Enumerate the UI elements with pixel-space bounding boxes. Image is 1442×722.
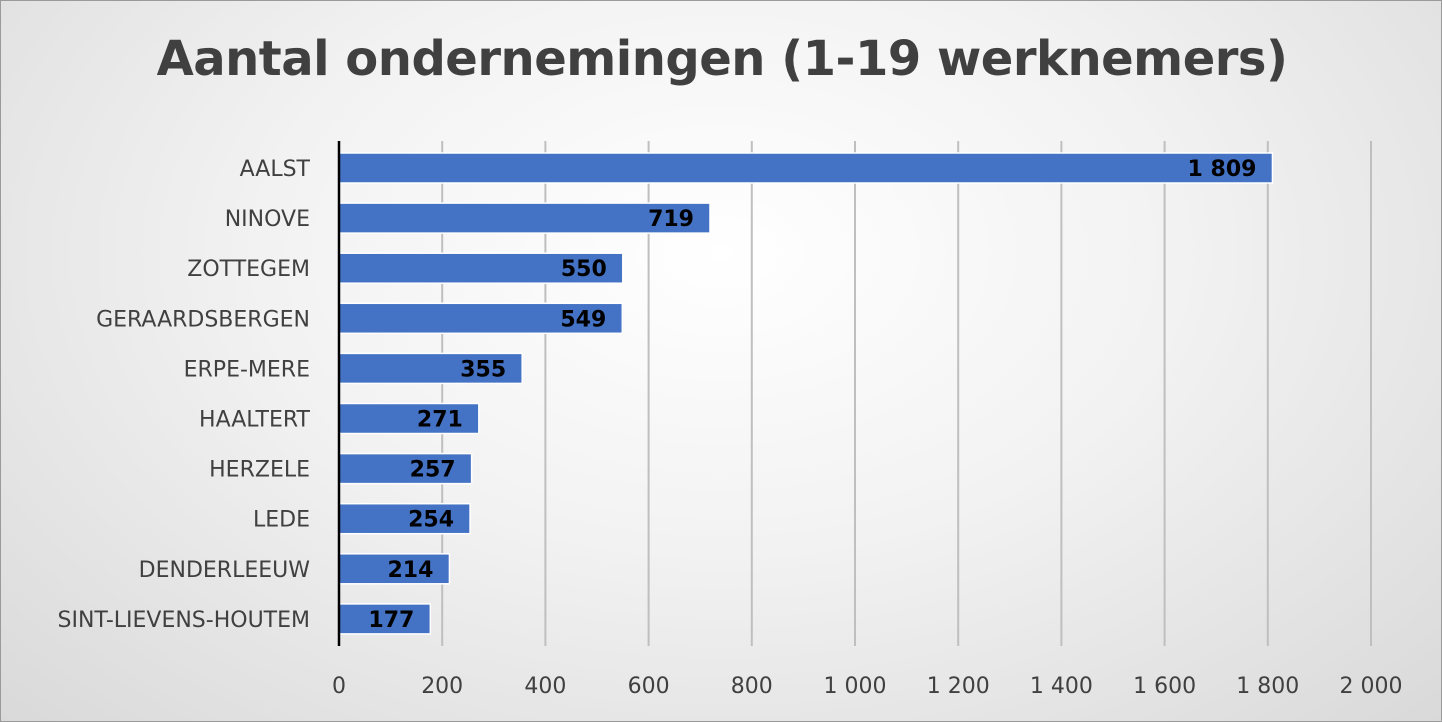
bar [338, 553, 451, 585]
x-tick-label: 2 000 [1340, 674, 1403, 699]
data-label: 214 [387, 558, 433, 583]
category-label: SINT-LIEVENS-HOUTEM [57, 608, 310, 633]
category-label: DENDERLEEUW [139, 558, 311, 583]
data-label: 257 [410, 458, 456, 483]
bar [338, 352, 523, 385]
data-label: 271 [417, 408, 463, 433]
bar [338, 252, 624, 284]
data-label: 355 [460, 357, 506, 382]
data-label: 254 [408, 508, 454, 533]
category-label: ERPE-MERE [184, 357, 310, 382]
category-label: ZOTTEGEM [187, 257, 310, 282]
category-label: HERZELE [209, 458, 310, 483]
x-tick-label: 800 [731, 674, 773, 699]
x-tick-label: 1 600 [1133, 674, 1196, 699]
data-label: 550 [561, 257, 607, 282]
category-label: LEDE [253, 508, 310, 533]
x-tick-label: 600 [628, 674, 670, 699]
bar [338, 202, 711, 234]
bar [338, 152, 1274, 184]
data-label: 177 [368, 608, 414, 633]
category-label: GERAARDSBERGEN [96, 307, 310, 332]
x-tick-label: 1 000 [824, 674, 887, 699]
chart-title: Aantal ondernemingen (1-19 werknemers) [156, 31, 1288, 87]
data-label: 549 [560, 307, 606, 332]
x-tick-label: 1 200 [927, 674, 990, 699]
x-tick-label: 1 800 [1236, 674, 1299, 699]
x-tick-label: 1 400 [1030, 674, 1093, 699]
category-label: AALST [240, 157, 311, 182]
data-label: 1 809 [1188, 157, 1257, 182]
x-tick-label: 400 [524, 674, 566, 699]
bar [338, 603, 432, 635]
x-tick-label: 200 [421, 674, 463, 699]
x-tick-label: 0 [332, 674, 346, 699]
data-label: 719 [648, 207, 694, 232]
category-label: HAALTERT [199, 408, 311, 433]
category-label: NINOVE [225, 207, 310, 232]
